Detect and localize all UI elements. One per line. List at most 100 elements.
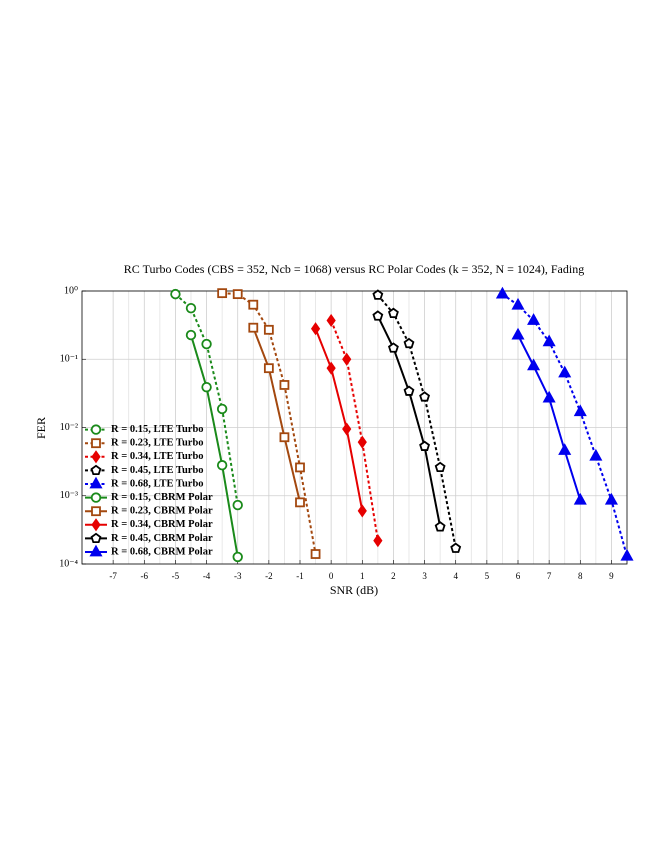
legend-label: R = 0.15, LTE Turbo (111, 424, 204, 435)
data-point (573, 404, 587, 417)
y-tick-label: 10⁰ (64, 285, 78, 296)
data-point (589, 448, 603, 461)
data-point (248, 299, 259, 310)
legend-marker (90, 532, 102, 544)
legend-label: R = 0.15, CBRM Polar (111, 492, 213, 503)
data-point (326, 361, 336, 375)
series-line (377, 294, 457, 549)
data-point (216, 460, 228, 471)
data-point (372, 289, 384, 300)
data-point (542, 390, 556, 403)
series-line (330, 320, 379, 541)
data-point (620, 548, 634, 561)
data-point (604, 492, 618, 505)
series-line (252, 327, 301, 503)
data-point (542, 334, 556, 347)
series-line (314, 328, 364, 512)
data-point (527, 358, 541, 371)
data-point (357, 435, 367, 449)
data-point (201, 338, 212, 350)
legend-marker (91, 506, 101, 517)
legend-label: R = 0.45, LTE Turbo (111, 465, 204, 476)
y-tick-label: 10⁻¹ (60, 354, 78, 365)
x-tick-label: -1 (296, 571, 304, 581)
data-point (248, 322, 259, 333)
data-point (232, 289, 243, 300)
data-point (511, 327, 525, 340)
x-tick-label: 3 (422, 571, 427, 581)
legend-marker (89, 544, 103, 557)
x-tick-label: -6 (141, 571, 149, 581)
x-tick-label: 2 (391, 571, 396, 581)
x-tick-label: 0 (329, 571, 334, 581)
x-axis-label: SNR (dB) (330, 583, 378, 597)
x-tick-label: -3 (234, 571, 242, 581)
data-point (342, 422, 352, 436)
y-tick-label: 10⁻³ (60, 490, 78, 501)
data-point (232, 551, 243, 563)
data-point (558, 365, 572, 378)
x-tick-label: -5 (172, 571, 180, 581)
data-point (217, 288, 228, 299)
legend-label: R = 0.68, LTE Turbo (111, 478, 204, 489)
legend-label: R = 0.45, CBRM Polar (111, 533, 213, 544)
data-point (310, 322, 321, 336)
legend-label: R = 0.23, CBRM Polar (111, 506, 213, 517)
x-tick-label: -7 (109, 571, 117, 581)
data-point (170, 288, 181, 300)
y-tick-label: 10⁻⁴ (59, 558, 78, 569)
legend-marker (91, 518, 101, 532)
data-point (403, 385, 415, 396)
legend-marker (91, 450, 101, 464)
data-point (201, 381, 212, 393)
legend-label: R = 0.23, LTE Turbo (111, 438, 204, 449)
data-point (216, 403, 228, 415)
series-line (190, 334, 239, 558)
data-point (310, 549, 321, 559)
data-point (495, 286, 509, 299)
data-point (232, 499, 243, 511)
data-point (434, 521, 446, 532)
data-point (279, 432, 290, 443)
data-point (434, 461, 446, 473)
data-point (573, 492, 587, 505)
chart-title: RC Turbo Codes (CBS = 352, Ncb = 1068) v… (124, 262, 584, 276)
data-point (450, 542, 462, 553)
y-axis-label: FER (34, 417, 48, 439)
plot-frame (81, 290, 628, 565)
data-point (511, 297, 525, 310)
y-tick-label: 10⁻² (60, 422, 78, 433)
legend-label: R = 0.68, CBRM Polar (111, 546, 213, 557)
data-point (295, 497, 305, 508)
data-point (342, 352, 352, 366)
data-point (372, 310, 384, 321)
legend-marker (89, 476, 103, 489)
data-point (387, 342, 399, 353)
series-line (174, 293, 239, 506)
data-point (185, 302, 197, 314)
x-tick-label: 6 (516, 571, 521, 581)
data-point (326, 313, 336, 328)
legend-marker (91, 438, 101, 449)
data-point (185, 329, 197, 341)
data-point (263, 363, 274, 374)
legend-marker (90, 464, 102, 476)
data-point (419, 391, 431, 402)
legend-marker (90, 424, 102, 435)
legend-marker (90, 492, 102, 503)
data-point (403, 337, 415, 349)
x-tick-label: 1 (360, 571, 365, 581)
x-tick-label: 7 (547, 571, 552, 581)
series-line (501, 293, 628, 557)
data-point (263, 324, 274, 335)
x-tick-label: 4 (453, 571, 458, 581)
data-point (419, 440, 431, 451)
data-point (295, 462, 305, 473)
x-tick-label: -2 (265, 571, 273, 581)
data-point (387, 307, 399, 319)
data-point (357, 504, 367, 518)
data-point (279, 380, 290, 390)
data-point (527, 313, 541, 325)
